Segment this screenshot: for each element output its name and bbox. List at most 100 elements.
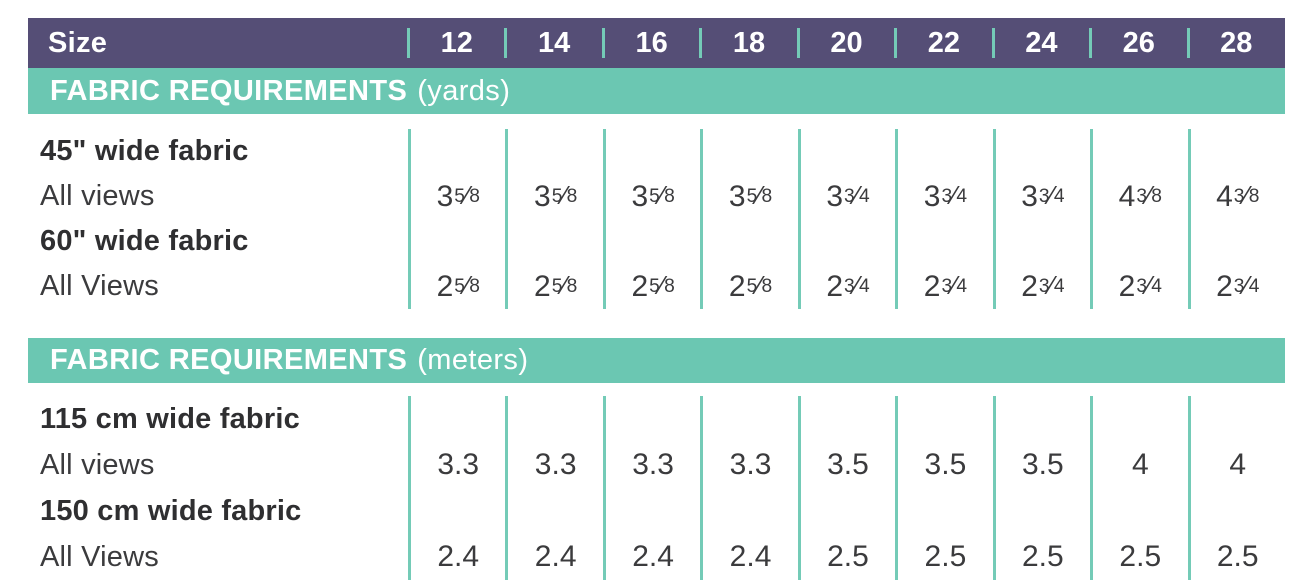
spacer bbox=[898, 129, 992, 174]
spacer bbox=[606, 129, 700, 174]
value-cell: 2.5 bbox=[924, 540, 967, 573]
value-column-size-12: 3 5 ⁄ 8 2 5 ⁄ 8 bbox=[408, 129, 505, 309]
value-cell: 2.4 bbox=[632, 540, 674, 573]
spacer bbox=[996, 129, 1090, 174]
value-cell: 4 3 ⁄ 8 bbox=[1118, 179, 1162, 213]
spacer bbox=[801, 129, 895, 174]
value-cell: 4 bbox=[1131, 448, 1149, 481]
value-column-size-22: 3.5 2.5 bbox=[895, 396, 992, 580]
spacer bbox=[898, 396, 992, 442]
spacer bbox=[801, 488, 895, 534]
value-cell: 2 3 ⁄ 4 bbox=[1021, 269, 1065, 303]
size-column-header-14: 14 bbox=[504, 18, 602, 68]
spacer bbox=[703, 488, 797, 534]
value-column-size-16: 3.3 2.4 bbox=[602, 396, 700, 580]
value-cell: 2.5 bbox=[1119, 540, 1162, 573]
meters-section: 115 cm wide fabric All views 150 cm wide… bbox=[28, 396, 1285, 580]
spacer bbox=[703, 219, 797, 264]
value-column-size-28: 4 2.5 bbox=[1187, 396, 1285, 580]
spacer bbox=[411, 129, 505, 174]
value-column-size-12: 3.3 2.4 bbox=[408, 396, 505, 580]
spacer bbox=[508, 219, 602, 264]
value-cell: 2.5 bbox=[827, 540, 869, 573]
value-cell: 2.5 bbox=[1216, 540, 1259, 573]
band-title: FABRIC REQUIREMENTS bbox=[50, 74, 408, 107]
value-column-size-24: 3.5 2.5 bbox=[992, 396, 1090, 580]
value-cell: 3 3 ⁄ 4 bbox=[1021, 179, 1065, 213]
spacer bbox=[996, 488, 1090, 534]
value-cell: 3.3 bbox=[632, 448, 674, 481]
spacer bbox=[801, 396, 895, 442]
value-cell: 2.4 bbox=[437, 540, 480, 573]
value-column-size-20: 3.5 2.5 bbox=[797, 396, 895, 580]
spacer bbox=[898, 219, 992, 264]
size-header-label: Size bbox=[48, 26, 108, 59]
value-cell: 3.3 bbox=[437, 448, 480, 481]
spacer bbox=[606, 219, 700, 264]
value-cell: 2.4 bbox=[729, 540, 772, 573]
size-column-header-18: 18 bbox=[699, 18, 797, 68]
value-cell: 2 5 ⁄ 8 bbox=[534, 269, 578, 303]
spacer bbox=[411, 219, 505, 264]
value-cell: 2.4 bbox=[534, 540, 577, 573]
size-column-header-16: 16 bbox=[601, 18, 700, 68]
size-column-header-28: 28 bbox=[1186, 18, 1285, 68]
value-cell: 2 5 ⁄ 8 bbox=[631, 269, 675, 303]
spacer bbox=[1191, 488, 1285, 534]
value-cell: 2 5 ⁄ 8 bbox=[728, 269, 773, 303]
spacer bbox=[606, 396, 700, 442]
spacer bbox=[411, 488, 505, 534]
spacer bbox=[508, 129, 602, 174]
spacer bbox=[606, 488, 700, 534]
value-column-size-22: 3 3 ⁄ 4 2 3 ⁄ 4 bbox=[895, 129, 992, 309]
size-column-header-26: 26 bbox=[1089, 18, 1187, 68]
spacer bbox=[1093, 396, 1187, 442]
section-band-meters: FABRIC REQUIREMENTS (meters) bbox=[28, 338, 1285, 383]
value-cell: 2.5 bbox=[1021, 540, 1064, 573]
value-column-size-14: 3.3 2.4 bbox=[505, 396, 602, 580]
value-column-size-18: 3 5 ⁄ 8 2 5 ⁄ 8 bbox=[700, 129, 797, 309]
value-column-size-26: 4 2.5 bbox=[1090, 396, 1187, 580]
spacer bbox=[1191, 129, 1285, 174]
spacer bbox=[898, 488, 992, 534]
value-column-size-18: 3.3 2.4 bbox=[700, 396, 797, 580]
value-column-size-20: 3 3 ⁄ 4 2 3 ⁄ 4 bbox=[797, 129, 895, 309]
band-unit: (yards) bbox=[417, 74, 511, 107]
value-cell: 3 5 ⁄ 8 bbox=[436, 179, 480, 213]
spacer bbox=[703, 396, 797, 442]
value-cell: 3 5 ⁄ 8 bbox=[534, 179, 578, 213]
value-cell: 4 bbox=[1229, 448, 1247, 481]
value-cell: 2 3 ⁄ 4 bbox=[1216, 269, 1260, 303]
value-column-size-16: 3 5 ⁄ 8 2 5 ⁄ 8 bbox=[602, 129, 700, 309]
row-sublabel-all-views: All Views bbox=[40, 270, 159, 302]
value-column-size-14: 3 5 ⁄ 8 2 5 ⁄ 8 bbox=[505, 129, 602, 309]
row-sublabel-all-views: All views bbox=[40, 448, 155, 481]
band-title: FABRIC REQUIREMENTS bbox=[50, 344, 408, 376]
value-cell: 3 3 ⁄ 4 bbox=[923, 179, 968, 213]
value-cell: 3.3 bbox=[534, 448, 577, 481]
value-cell: 3 3 ⁄ 4 bbox=[826, 179, 870, 213]
value-cell: 3.3 bbox=[729, 448, 772, 481]
yards-label-column: 45" wide fabric All views 60" wide fabri… bbox=[28, 129, 408, 309]
size-column-header-20: 20 bbox=[796, 18, 895, 68]
row-label-150cm-wide-fabric: 150 cm wide fabric bbox=[40, 494, 302, 527]
spacer bbox=[996, 396, 1090, 442]
spacer bbox=[411, 396, 505, 442]
value-cell: 3 5 ⁄ 8 bbox=[728, 179, 773, 213]
row-label-115cm-wide-fabric: 115 cm wide fabric bbox=[40, 402, 300, 435]
value-cell: 3.5 bbox=[827, 448, 869, 481]
spacer bbox=[1191, 396, 1285, 442]
meters-label-column: 115 cm wide fabric All views 150 cm wide… bbox=[28, 396, 408, 580]
spacer bbox=[508, 396, 602, 442]
value-cell: 2 3 ⁄ 4 bbox=[923, 269, 968, 303]
value-cell: 4 3 ⁄ 8 bbox=[1216, 179, 1260, 213]
size-header-row: Size 12 14 16 18 20 22 24 26 28 bbox=[28, 18, 1285, 68]
row-sublabel-all-views: All Views bbox=[40, 540, 159, 573]
value-cell: 2 3 ⁄ 4 bbox=[826, 269, 870, 303]
section-band-yards: FABRIC REQUIREMENTS (yards) bbox=[28, 68, 1285, 114]
value-column-size-28: 4 3 ⁄ 8 2 3 ⁄ 4 bbox=[1187, 129, 1285, 309]
row-label-60-wide-fabric: 60" wide fabric bbox=[40, 225, 249, 257]
band-unit: (meters) bbox=[417, 344, 529, 376]
spacer bbox=[801, 219, 895, 264]
